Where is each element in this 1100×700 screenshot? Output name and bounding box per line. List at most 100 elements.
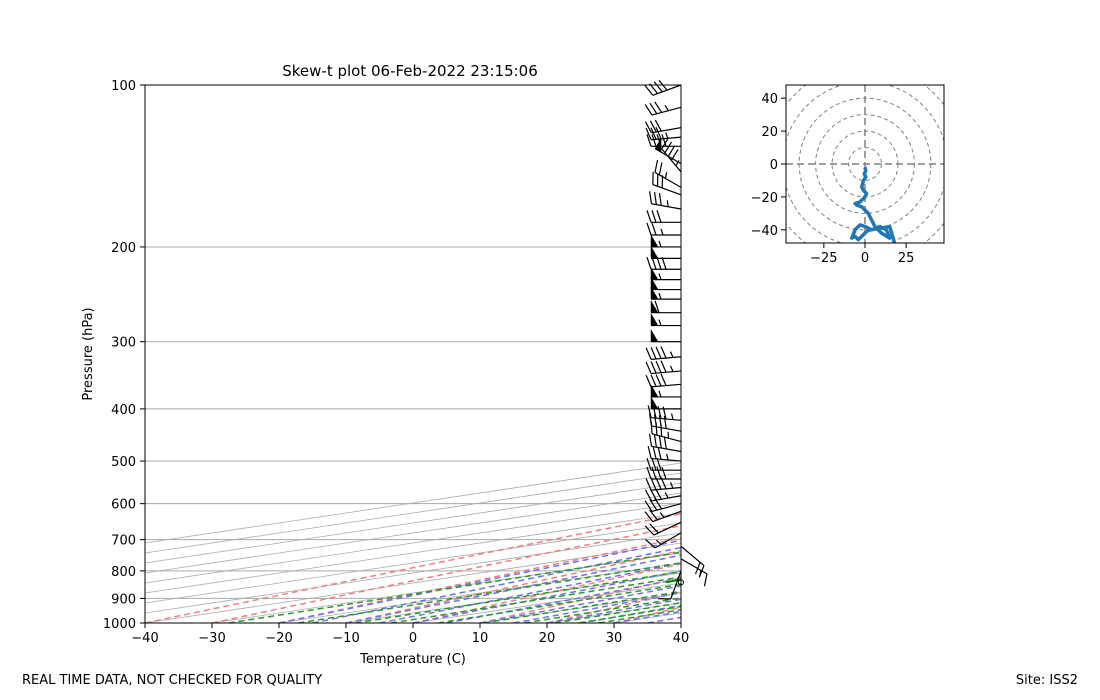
wind-barb: [644, 487, 682, 502]
x-tick-label: 0: [409, 631, 417, 646]
hodograph-y-tick-label: 20: [761, 125, 778, 140]
wind-barb: [645, 346, 682, 360]
wind-barb: [652, 171, 682, 196]
wind-barb: [645, 373, 682, 388]
wind-barb: [645, 476, 682, 491]
isotherm-line: [145, 542, 681, 623]
y-tick-label: 100: [111, 79, 136, 94]
dry-adiabat-line: [613, 606, 681, 623]
temperature-profile-line: [760, 85, 1100, 582]
moist-adiabat-line: [680, 622, 681, 623]
hodograph-y-tick-label: −20: [751, 191, 778, 206]
mixing-ratio-line: [437, 583, 681, 623]
moist-adiabat-line: [647, 616, 681, 623]
wind-barb: [661, 137, 682, 173]
wind-barb: [658, 570, 682, 600]
dry-adiabat-line: [546, 591, 681, 623]
wind-barb: [644, 497, 682, 512]
isotherm-line: [278, 562, 681, 623]
dry-adiabat-line: [748, 85, 1100, 623]
y-tick-label: 200: [111, 241, 136, 256]
dry-adiabat-line: [1016, 85, 1100, 623]
y-tick-label: 700: [111, 534, 136, 549]
wind-barb: [647, 445, 682, 462]
mixing-ratio-line: [228, 551, 681, 623]
hodograph-x-tick-label: 25: [898, 251, 915, 266]
mixing-ratio-line: [298, 562, 681, 623]
y-tick-label: 300: [111, 336, 136, 351]
x-tick-label: −40: [131, 631, 158, 646]
dry-adiabat-line: [211, 524, 681, 623]
wind-barb: [646, 458, 681, 471]
moist-adiabat-line: [278, 539, 681, 623]
skew-t-x-axis-label: Temperature (C): [359, 652, 466, 667]
y-tick-label: 800: [111, 565, 136, 580]
wind-barb: [644, 119, 682, 134]
wind-barb: [650, 421, 682, 443]
moist-adiabat-line: [345, 554, 681, 623]
mixing-ratio-line: [483, 590, 681, 623]
isotherm-line: [613, 612, 681, 623]
isotherm-line: [345, 572, 681, 623]
site-label: Site: ISS2: [1015, 673, 1078, 688]
x-tick-label: −30: [198, 631, 225, 646]
hodograph-background: [786, 85, 944, 243]
mixing-ratio-line: [390, 576, 681, 623]
wind-barb: [650, 383, 681, 398]
hodograph-axes: −25 0 25 40 20 0 −20 −40: [751, 92, 915, 266]
moist-adiabat-line: [312, 546, 681, 623]
dry-adiabat-line: [815, 85, 1100, 623]
wind-barb: [646, 210, 681, 223]
skew-t-background-lines: [145, 85, 1100, 623]
dry-adiabat-line: [145, 513, 681, 623]
dry-adiabat-line: [1083, 85, 1100, 623]
wind-barb: [647, 405, 682, 421]
y-tick-label: 500: [111, 455, 136, 470]
moist-adiabat-line: [412, 570, 681, 623]
wind-barb: [644, 521, 682, 536]
mixing-ratio-line: [578, 605, 681, 623]
wind-barb: [646, 257, 681, 270]
skew-t-series: [665, 85, 1100, 584]
wind-barb: [650, 276, 681, 291]
hodograph-ring: [815, 114, 915, 214]
y-tick-label: 900: [111, 592, 136, 607]
mixing-ratio-line: [554, 601, 681, 623]
skew-t-title: Skew-t plot 06-Feb-2022 23:15:06: [282, 62, 538, 80]
isotherm-line: [145, 502, 681, 584]
hodograph-line: [850, 166, 897, 243]
wind-barbs: [644, 79, 708, 600]
x-tick-label: 30: [606, 631, 623, 646]
x-tick-label: 10: [472, 631, 489, 646]
moist-adiabat-line: [513, 592, 681, 623]
isotherm-line: [145, 512, 681, 594]
dry-adiabat-line: [278, 537, 681, 623]
skew-t-y-axis-label: Pressure (hPa): [81, 307, 96, 400]
dry-adiabat-line: [479, 576, 681, 623]
x-tick-label: 40: [673, 631, 690, 646]
isotherm-line: [145, 462, 681, 544]
wind-barb: [654, 159, 682, 188]
dry-adiabat-line: [949, 85, 1100, 623]
wind-barb: [650, 328, 681, 343]
moist-adiabat-line: [546, 598, 681, 623]
isotherm-line: [145, 472, 681, 554]
isotherm-line: [680, 622, 681, 623]
y-tick-label: 1000: [103, 617, 136, 632]
isotherm-line: [412, 582, 681, 623]
y-tick-label: 600: [111, 498, 136, 513]
moist-adiabat-line: [613, 610, 681, 623]
isotherm-line: [145, 522, 681, 604]
wind-barb: [646, 222, 681, 236]
wind-barb: [650, 395, 681, 410]
dry-adiabat-line: [680, 622, 681, 623]
hodograph-ring: [848, 147, 882, 181]
skew-t-axes: −40 −30 −20 −10 0 10 20 30 40 1000 900 800 700 600 500…: [103, 79, 689, 646]
calm-wind-marker: [678, 579, 684, 586]
wind-barb: [649, 433, 682, 453]
wind-barb: [644, 79, 682, 96]
hodograph-x-tick-label: −25: [810, 251, 837, 266]
wind-barb: [650, 299, 681, 314]
quality-disclaimer: REAL TIME DATA, NOT CHECKED FOR QUALITY: [22, 673, 323, 688]
